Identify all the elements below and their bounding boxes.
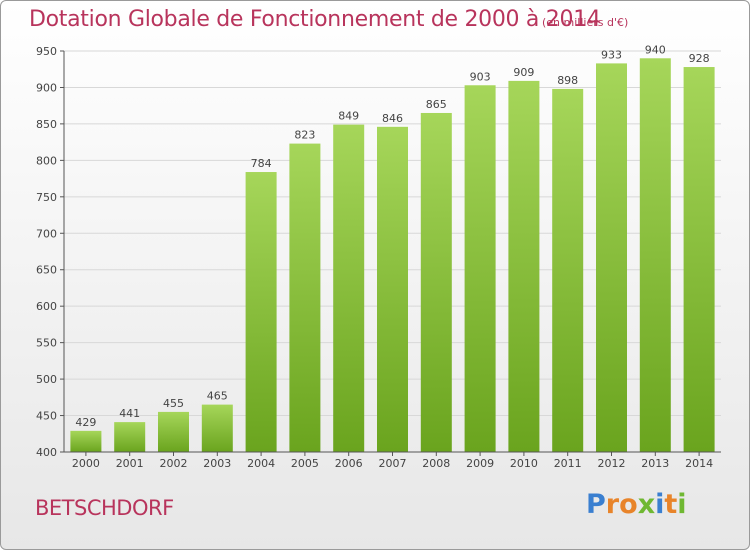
x-tick-label: 2006 <box>335 457 363 470</box>
y-tick-label: 900 <box>36 81 57 94</box>
value-label: 846 <box>382 112 403 125</box>
y-tick-label: 950 <box>36 45 57 58</box>
value-label: 940 <box>645 43 666 56</box>
value-label: 933 <box>601 48 622 61</box>
value-label: 928 <box>689 52 710 65</box>
value-label: 823 <box>294 129 315 142</box>
logo-letter: i <box>677 489 687 520</box>
x-tick-label: 2007 <box>379 457 407 470</box>
y-tick-label: 450 <box>36 410 57 423</box>
y-tick-label: 700 <box>36 227 57 240</box>
bar <box>683 67 715 452</box>
x-tick-label: 2005 <box>291 457 319 470</box>
bar <box>333 124 365 452</box>
x-tick-label: 2008 <box>422 457 450 470</box>
y-tick-label: 800 <box>36 154 57 167</box>
bar <box>508 80 540 452</box>
bar <box>114 422 146 452</box>
value-label: 465 <box>207 390 228 403</box>
y-tick-label: 550 <box>36 337 57 350</box>
y-tick-label: 850 <box>36 118 57 131</box>
x-tick-label: 2013 <box>641 457 669 470</box>
x-tick-label: 2002 <box>160 457 188 470</box>
value-label: 909 <box>513 66 534 79</box>
value-label: 441 <box>119 407 140 420</box>
logo-letter: o <box>619 489 638 520</box>
x-tick-label: 2001 <box>116 457 144 470</box>
y-tick-label: 650 <box>36 264 57 277</box>
bar <box>70 430 102 452</box>
bar <box>552 88 584 453</box>
logo-letter: P <box>586 489 606 520</box>
y-tick-label: 400 <box>36 446 57 459</box>
bar <box>377 126 408 453</box>
value-label: 903 <box>470 70 491 83</box>
chart-title: Dotation Globale de Fonctionnement de 20… <box>29 7 601 32</box>
commune-name: BETSCHDORF <box>35 496 174 520</box>
value-label: 455 <box>163 397 184 410</box>
logo-letter: x <box>637 489 656 520</box>
value-label: 784 <box>251 157 272 170</box>
bar <box>464 85 496 452</box>
value-label: 865 <box>426 98 447 111</box>
bar <box>420 112 452 453</box>
bar <box>245 172 277 452</box>
bar <box>201 404 233 452</box>
x-tick-label: 2010 <box>510 457 538 470</box>
y-tick-label: 500 <box>36 373 57 386</box>
value-label: 429 <box>75 416 96 429</box>
x-tick-label: 2009 <box>466 457 494 470</box>
y-tick-label: 750 <box>36 191 57 204</box>
x-tick-label: 2004 <box>247 457 275 470</box>
proxiti-logo: Proxiti <box>586 489 687 520</box>
x-tick-label: 2012 <box>598 457 626 470</box>
logo-letter: t <box>664 489 678 520</box>
x-tick-label: 2011 <box>554 457 582 470</box>
value-label: 898 <box>557 74 578 87</box>
bar <box>639 58 671 453</box>
chart-subtitle: (en milliers d'€) <box>542 16 629 29</box>
bar <box>158 411 189 452</box>
bar <box>596 63 627 453</box>
logo-letter: i <box>655 489 665 520</box>
x-tick-label: 2014 <box>685 457 713 470</box>
bar <box>289 143 321 452</box>
x-tick-label: 2000 <box>72 457 100 470</box>
x-tick-label: 2003 <box>203 457 231 470</box>
y-tick-label: 600 <box>36 300 57 313</box>
value-label: 849 <box>338 110 359 123</box>
logo-letter: r <box>605 489 620 520</box>
